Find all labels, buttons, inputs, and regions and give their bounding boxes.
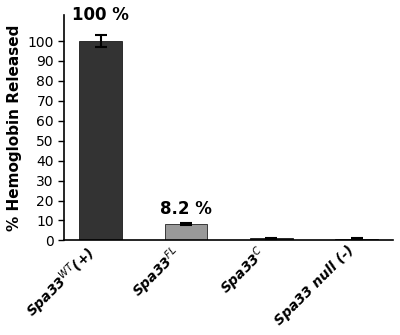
Bar bbox=[79, 41, 122, 241]
Bar bbox=[165, 224, 207, 241]
Bar bbox=[250, 239, 293, 241]
Text: 8.2 %: 8.2 % bbox=[160, 200, 212, 218]
Text: 100 %: 100 % bbox=[72, 6, 129, 24]
Y-axis label: % Hemoglobin Released: % Hemoglobin Released bbox=[7, 24, 22, 231]
Bar bbox=[336, 239, 378, 241]
